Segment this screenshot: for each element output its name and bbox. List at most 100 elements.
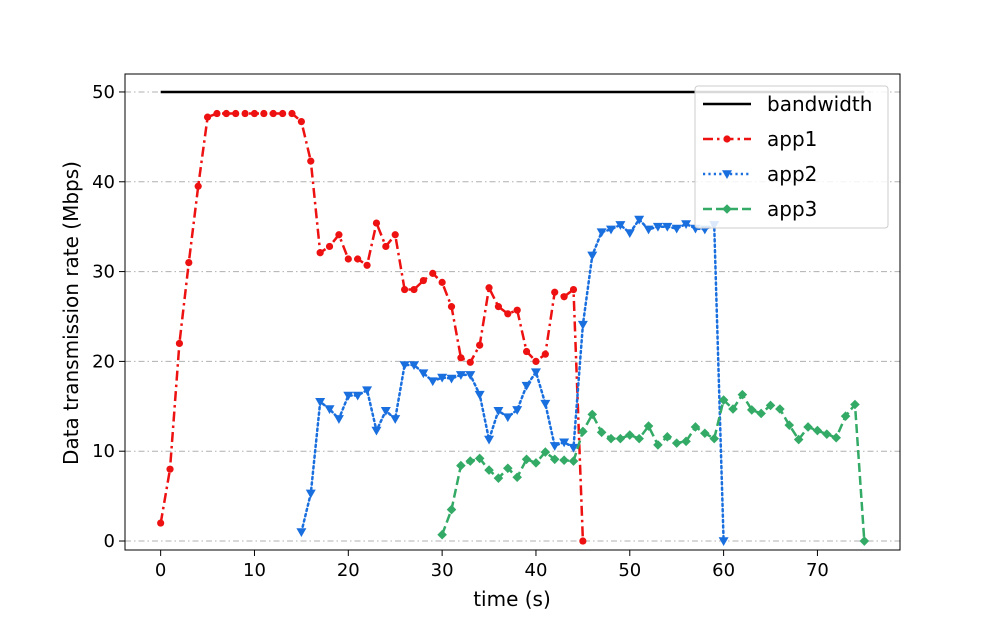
x-tick-label-0: 0 (155, 560, 166, 581)
point-app1-21 (354, 255, 362, 263)
point-app1-6 (213, 109, 221, 118)
x-tick-label-50: 50 (618, 560, 641, 581)
point-app3-8 (512, 472, 522, 483)
point-app3-22 (643, 421, 654, 431)
point-app2-45 (718, 537, 729, 547)
point-app1-39 (522, 347, 531, 356)
point-app1-30 (438, 278, 446, 286)
point-app3-26 (681, 436, 691, 447)
point-app3-32 (737, 389, 748, 400)
series-app2 (296, 215, 729, 547)
point-app3-18 (606, 433, 616, 444)
point-app2-4 (333, 415, 344, 424)
point-app2-11 (399, 361, 410, 370)
point-app2-19 (474, 390, 485, 400)
point-app2-30 (577, 320, 588, 330)
point-app2-28 (559, 438, 570, 448)
point-app2-32 (596, 228, 607, 238)
point-app3-38 (793, 434, 804, 445)
point-app1-24 (382, 242, 390, 251)
legend-marker-app1 (723, 135, 731, 143)
point-app2-25 (530, 368, 541, 378)
point-app3-34 (756, 408, 766, 419)
point-app3-7 (503, 463, 513, 474)
point-app2-33 (606, 225, 617, 235)
point-app2-9 (380, 407, 391, 416)
series-app3 (437, 389, 870, 546)
plot-frame (124, 73, 901, 551)
point-app3-45 (859, 536, 870, 546)
legend-label-app3: app3 (767, 197, 817, 221)
point-app3-9 (521, 454, 532, 465)
point-app2-40 (671, 224, 682, 234)
point-app3-36 (775, 404, 785, 414)
point-app2-20 (484, 435, 495, 445)
y-tick-label-50: 50 (92, 82, 115, 103)
point-app3-17 (596, 427, 607, 438)
point-app2-22 (502, 413, 513, 423)
point-app2-39 (662, 222, 673, 232)
point-app3-30 (718, 395, 729, 405)
point-app1-4 (194, 182, 202, 190)
x-tick-label-20: 20 (337, 560, 360, 581)
point-app3-19 (615, 433, 626, 444)
point-app2-0 (296, 528, 307, 538)
point-app2-18 (465, 371, 476, 380)
point-app2-27 (549, 442, 560, 451)
point-app1-8 (232, 109, 240, 118)
legend-label-app1: app1 (767, 127, 817, 151)
point-app2-6 (352, 391, 363, 401)
point-app1-42 (551, 288, 559, 296)
point-app3-5 (484, 465, 494, 475)
point-app2-17 (455, 371, 466, 380)
point-app2-10 (390, 415, 401, 424)
y-tick-label-30: 30 (92, 262, 115, 283)
point-app1-20 (344, 255, 352, 263)
point-app3-31 (728, 404, 738, 414)
legend-box (694, 85, 889, 229)
point-app3-35 (765, 400, 776, 411)
point-app1-14 (288, 109, 296, 118)
point-app1-37 (504, 310, 512, 318)
point-app2-8 (371, 426, 382, 436)
point-app2-15 (437, 373, 448, 383)
legend-entry-bandwidth: bandwidth (703, 92, 872, 116)
point-app1-45 (579, 537, 587, 545)
legend-entry-app3: app3 (703, 197, 817, 221)
point-app3-1 (446, 504, 457, 515)
point-app3-33 (746, 405, 757, 415)
point-app1-40 (532, 357, 540, 365)
point-app3-43 (840, 411, 851, 421)
series-line-app1 (159, 112, 585, 542)
point-app2-12 (408, 361, 419, 370)
point-app1-22 (363, 261, 371, 269)
point-app3-10 (531, 458, 541, 468)
point-app1-9 (241, 109, 249, 118)
point-app2-16 (446, 374, 457, 384)
point-app1-0 (157, 519, 165, 527)
point-app2-37 (643, 225, 654, 235)
point-app1-35 (485, 284, 493, 292)
series (157, 90, 870, 547)
point-app2-13 (418, 369, 429, 379)
point-app1-23 (372, 219, 381, 227)
point-app3-27 (690, 422, 701, 432)
point-app1-32 (457, 354, 465, 362)
y-tick-label-20: 20 (92, 351, 115, 372)
point-app1-34 (476, 341, 484, 349)
point-app1-28 (419, 276, 427, 285)
point-app3-23 (653, 440, 663, 450)
point-app3-13 (559, 455, 569, 465)
legend: bandwidth app1 app2 app3 (694, 85, 889, 229)
point-app1-7 (222, 109, 230, 118)
y-tick-label-0: 0 (104, 531, 115, 552)
point-app1-26 (401, 285, 409, 294)
point-app2-24 (521, 381, 532, 391)
point-app3-0 (437, 529, 447, 540)
point-app3-28 (700, 428, 710, 439)
y-tick-label-10: 10 (92, 441, 115, 462)
point-app1-2 (175, 339, 184, 348)
point-app2-41 (681, 220, 692, 229)
